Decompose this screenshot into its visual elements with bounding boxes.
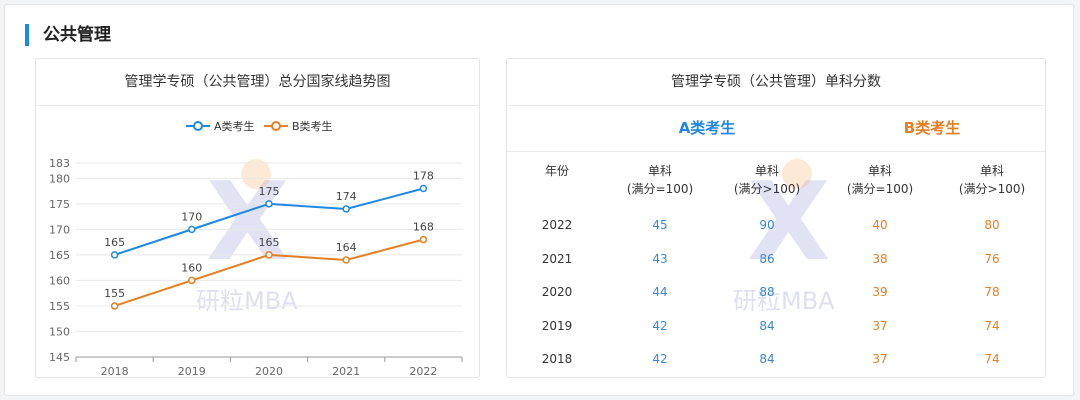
column-header-line1: 单科 xyxy=(647,164,672,178)
y-tick-label: 150 xyxy=(49,325,70,338)
score-cell: 43 xyxy=(652,251,668,266)
column-header: 单科 (满分=100) xyxy=(835,162,925,198)
score-cell: 84 xyxy=(759,318,775,333)
y-tick-label: 145 xyxy=(49,351,70,364)
column-header: 单科 (满分>100) xyxy=(722,162,812,198)
score-cell: 78 xyxy=(984,285,1000,299)
trend-chart-card: 管理学专硕（公共管理）总分国家线趋势图 X 研粒MBA 145 150 155 160… xyxy=(35,58,480,378)
column-header: 单科 (满分=100) xyxy=(615,162,705,198)
x-tick-label: 2018 xyxy=(101,365,129,378)
score-cell: 40 xyxy=(872,218,888,232)
data-point xyxy=(110,302,119,310)
legend-label: B类考生 xyxy=(292,119,333,133)
score-cell: 42 xyxy=(652,318,668,333)
column-header-line1: 年份 xyxy=(544,164,569,178)
data-point xyxy=(342,256,350,264)
score-table-card: 管理学专硕（公共管理）单科分数 A类考生 B类考生 X 研粒MBA 年份 单科 (满… xyxy=(506,58,1046,378)
year-cell: 2019 xyxy=(541,318,573,333)
data-label: 164 xyxy=(336,241,357,254)
data-point xyxy=(188,225,196,234)
score-cell: 76 xyxy=(984,251,1000,266)
column-header-line2: (满分=100) xyxy=(626,182,694,196)
data-label: 170 xyxy=(181,210,202,223)
data-label: 160 xyxy=(181,261,202,274)
data-label: 175 xyxy=(259,185,280,198)
x-tick-label: 2021 xyxy=(332,365,360,378)
data-label: 165 xyxy=(104,236,125,249)
score-cell: 84 xyxy=(759,352,775,366)
column-header: 年份 xyxy=(507,162,607,180)
series-line xyxy=(114,238,424,307)
score-cell: 88 xyxy=(759,285,775,299)
score-cell: 80 xyxy=(984,218,1000,232)
y-tick-label: 155 xyxy=(49,300,70,313)
legend-swatch-marker xyxy=(193,121,203,131)
column-header-line1: 单科 xyxy=(979,164,1004,178)
line-chart: 145 150 155 160 165 170 175 180 183 2018 2019 2020 2… xyxy=(49,119,463,378)
data-label: 155 xyxy=(104,287,125,300)
data-point xyxy=(265,251,273,259)
score-cell: 38 xyxy=(872,251,888,266)
score-cell: 74 xyxy=(984,352,1000,366)
score-cell: 44 xyxy=(652,285,668,299)
group-header-row: A类考生 B类考生 xyxy=(507,105,1045,152)
score-cell: 42 xyxy=(652,352,668,366)
data-label: 165 xyxy=(259,236,280,249)
score-cell: 37 xyxy=(872,318,888,333)
column-header-line1: 单科 xyxy=(867,164,892,178)
y-tick-label: 170 xyxy=(49,223,70,236)
column-header-line2: (满分=100) xyxy=(846,182,914,196)
data-label: 174 xyxy=(336,190,357,203)
year-cell: 2021 xyxy=(541,251,573,266)
score-cell: 90 xyxy=(759,218,775,232)
data-point xyxy=(342,205,350,213)
y-tick-label: 180 xyxy=(49,172,70,185)
score-cell: 37 xyxy=(872,352,888,366)
x-tick-label: 2022 xyxy=(409,365,437,378)
score-cell: 39 xyxy=(872,285,888,299)
column-header-line2: (满分>100) xyxy=(958,182,1026,196)
legend-swatch-marker xyxy=(271,121,281,131)
column-header-line2: (满分>100) xyxy=(733,182,801,196)
score-table-title: 管理学专硕（公共管理）单科分数 xyxy=(507,59,1045,106)
data-label: 168 xyxy=(413,221,434,234)
x-tick-label: 2020 xyxy=(255,365,283,378)
data-point xyxy=(110,251,119,259)
year-cell: 2022 xyxy=(541,218,573,232)
y-tick-label: 160 xyxy=(49,274,70,287)
section-title: 公共管理 xyxy=(43,25,111,45)
data-point xyxy=(265,200,273,208)
group-b-label: B类考生 xyxy=(903,119,961,137)
y-tick-label: 165 xyxy=(49,249,70,262)
score-cell: 74 xyxy=(984,318,1000,333)
y-tick-label: 175 xyxy=(49,198,70,211)
section-accent-bar xyxy=(25,24,29,46)
legend-label: A类考生 xyxy=(214,119,255,133)
data-point xyxy=(419,184,428,193)
trend-chart-title: 管理学专硕（公共管理）总分国家线趋势图 xyxy=(36,59,479,106)
x-tick-label: 2019 xyxy=(178,365,206,378)
column-header-line1: 单科 xyxy=(754,164,779,178)
data-label: 178 xyxy=(413,170,434,183)
score-cell: 86 xyxy=(759,251,775,266)
score-cell: 45 xyxy=(652,218,668,232)
y-tick-label: 183 xyxy=(49,157,70,170)
group-a-label: A类考生 xyxy=(678,119,736,137)
data-point xyxy=(188,276,196,285)
column-header: 单科 (满分>100) xyxy=(947,162,1037,198)
year-cell: 2018 xyxy=(541,352,573,366)
year-cell: 2020 xyxy=(541,285,573,299)
data-point xyxy=(419,235,428,244)
